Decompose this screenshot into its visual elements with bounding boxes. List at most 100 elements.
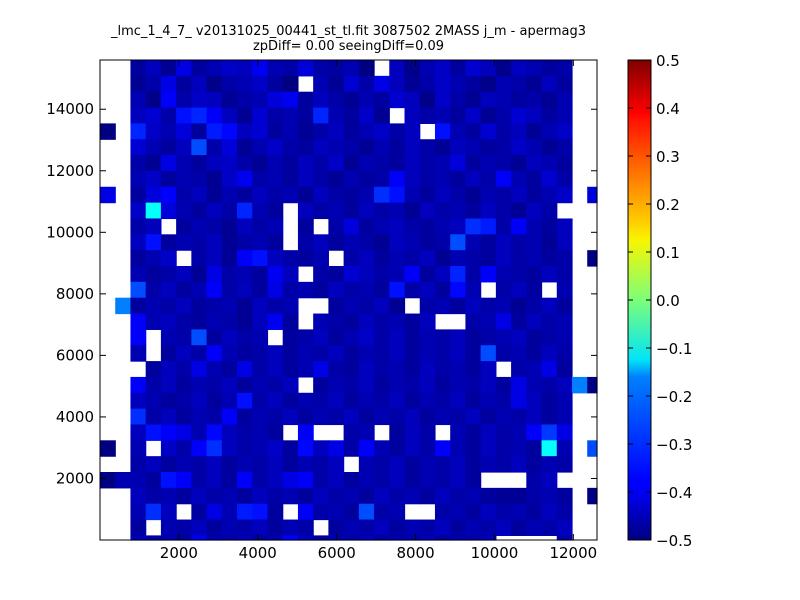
chart-title: _lmc_1_4_7_ v20131025_00441_st_tl.fit 30… bbox=[100, 24, 597, 54]
heatmap-cell bbox=[206, 202, 223, 220]
heatmap-cell bbox=[374, 519, 390, 536]
heatmap-cell bbox=[358, 376, 375, 394]
heatmap-cell bbox=[191, 313, 208, 330]
heatmap-cell bbox=[465, 535, 482, 541]
heatmap-cell bbox=[191, 107, 208, 124]
heatmap-cell bbox=[419, 107, 436, 124]
heatmap-cell bbox=[511, 281, 527, 299]
heatmap-cell bbox=[282, 329, 299, 346]
heatmap-cell bbox=[282, 472, 299, 489]
heatmap-cell bbox=[465, 139, 482, 156]
heatmap-cell bbox=[465, 376, 482, 394]
heatmap-cell bbox=[221, 376, 238, 394]
heatmap-cell bbox=[237, 456, 253, 473]
heatmap-cell bbox=[191, 535, 208, 541]
heatmap-cell bbox=[297, 329, 314, 346]
heatmap-cell bbox=[343, 281, 360, 299]
heatmap-cell bbox=[419, 281, 436, 299]
heatmap-cell bbox=[267, 519, 284, 536]
heatmap-cell bbox=[237, 266, 253, 283]
heatmap-cell bbox=[313, 329, 329, 346]
heatmap-cell bbox=[556, 297, 573, 315]
heatmap-cell bbox=[343, 123, 360, 140]
heatmap-cell bbox=[526, 472, 543, 489]
x-tick-label: 4000 bbox=[239, 544, 277, 562]
heatmap-cell bbox=[237, 361, 253, 378]
heatmap-cell bbox=[465, 202, 482, 220]
heatmap-cell bbox=[237, 60, 253, 77]
heatmap-cell bbox=[343, 91, 360, 109]
heatmap-cell bbox=[511, 139, 527, 156]
heatmap-cell bbox=[541, 376, 558, 394]
heatmap-cell bbox=[556, 170, 573, 188]
heatmap-cell bbox=[221, 503, 238, 521]
heatmap-cell bbox=[556, 456, 573, 473]
heatmap-cell bbox=[511, 440, 527, 457]
heatmap-cell bbox=[419, 139, 436, 156]
heatmap-cell bbox=[587, 186, 598, 204]
heatmap-cell bbox=[221, 250, 238, 267]
heatmap-cell bbox=[465, 408, 482, 426]
heatmap-cell bbox=[237, 376, 253, 394]
heatmap-cell bbox=[130, 155, 147, 172]
heatmap-cell bbox=[252, 503, 269, 521]
heatmap-cell bbox=[526, 123, 543, 140]
heatmap-cell bbox=[328, 218, 345, 235]
heatmap-cell bbox=[343, 266, 360, 283]
heatmap-cell bbox=[252, 440, 269, 457]
heatmap-cell bbox=[556, 186, 573, 204]
heatmap-cell bbox=[556, 250, 573, 267]
heatmap-cell bbox=[328, 234, 345, 251]
heatmap-cell bbox=[465, 329, 482, 346]
heatmap-cell bbox=[206, 345, 223, 362]
x-tick-label: 6000 bbox=[318, 544, 356, 562]
heatmap-cell bbox=[328, 392, 345, 410]
heatmap-cell bbox=[191, 297, 208, 315]
heatmap-cell bbox=[343, 60, 360, 77]
heatmap-cell bbox=[404, 456, 421, 473]
heatmap-cell bbox=[160, 170, 177, 188]
heatmap-cell bbox=[343, 361, 360, 378]
heatmap-cell bbox=[206, 170, 223, 188]
heatmap-cell bbox=[526, 107, 543, 124]
heatmap-cell bbox=[328, 60, 345, 77]
heatmap-cell bbox=[450, 218, 467, 235]
heatmap-cell bbox=[191, 440, 208, 457]
heatmap-cell bbox=[313, 250, 329, 267]
heatmap-cell bbox=[313, 487, 329, 505]
heatmap-cell bbox=[206, 281, 223, 299]
heatmap-cell bbox=[358, 297, 375, 315]
heatmap-cell bbox=[267, 91, 284, 109]
heatmap-cell bbox=[267, 281, 284, 299]
y-tick-label: 12000 bbox=[46, 162, 94, 180]
y-tick-label: 10000 bbox=[46, 223, 94, 241]
heatmap-cell bbox=[191, 503, 208, 521]
heatmap-cell bbox=[495, 170, 512, 188]
heatmap-cell bbox=[145, 376, 162, 394]
heatmap-cell bbox=[206, 123, 223, 140]
heatmap-cell bbox=[526, 218, 543, 235]
heatmap-cell bbox=[297, 281, 314, 299]
heatmap-cell bbox=[160, 60, 177, 77]
heatmap-cell bbox=[221, 424, 238, 441]
heatmap-cell bbox=[130, 329, 147, 346]
heatmap-cell bbox=[404, 250, 421, 267]
heatmap-cell bbox=[511, 392, 527, 410]
heatmap-cell bbox=[495, 186, 512, 204]
heatmap-cell bbox=[511, 487, 527, 505]
heatmap-cell bbox=[419, 392, 436, 410]
heatmap-cell bbox=[100, 186, 116, 204]
heatmap-cell bbox=[404, 519, 421, 536]
heatmap-cell bbox=[252, 361, 269, 378]
heatmap-cell bbox=[313, 123, 329, 140]
heatmap-cell bbox=[191, 345, 208, 362]
heatmap-cell bbox=[587, 440, 598, 457]
heatmap-cell bbox=[389, 281, 406, 299]
y-tick-label: 2000 bbox=[56, 469, 94, 487]
heatmap-cell bbox=[313, 281, 329, 299]
heatmap-cell bbox=[556, 440, 573, 457]
heatmap-cell bbox=[434, 345, 451, 362]
heatmap-cell bbox=[252, 408, 269, 426]
heatmap-cell bbox=[160, 535, 177, 541]
heatmap-cell bbox=[130, 424, 147, 441]
